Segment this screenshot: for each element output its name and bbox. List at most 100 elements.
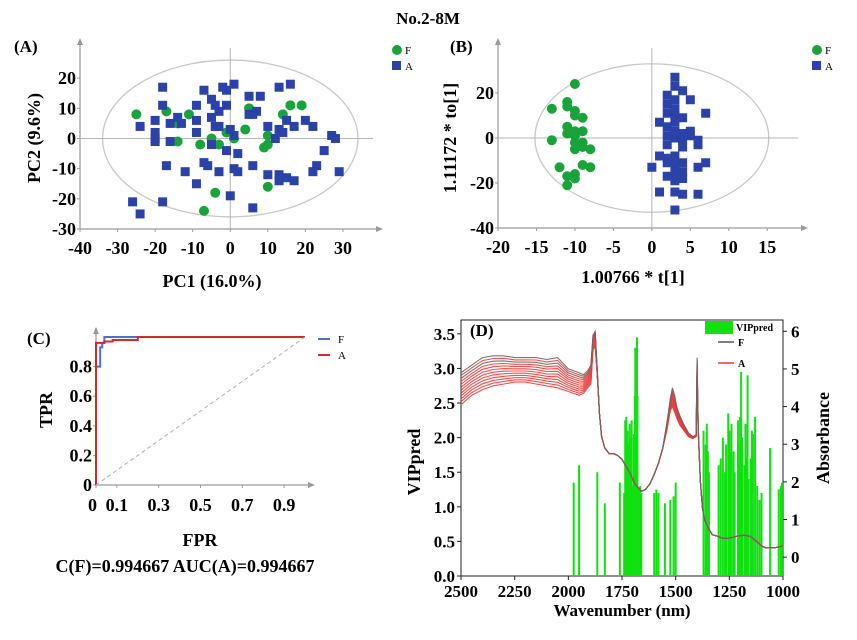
data-point-f [546,103,557,114]
y-tick-label: 2.0 [434,429,455,448]
data-point-f [131,109,142,120]
data-point-a [150,127,160,137]
vip-bar [657,492,660,576]
data-point-a [203,161,213,171]
data-point-a [222,85,231,95]
y-tick-label: -20 [52,189,76,209]
data-point-f [569,173,580,184]
data-point-a [191,100,201,110]
vip-bar [739,416,742,576]
spectrum-line-f [460,329,784,549]
x-tick-label: 2000 [551,582,585,601]
panel-a-xlabel: PC1 (16.0%) [163,271,262,292]
y2-tick-label: 5 [791,360,800,379]
legend-f-circle-icon [812,45,822,55]
vip-bar [760,492,763,576]
y-tick-label: 0.5 [434,532,455,551]
panel-d-xlabel: Wavenumber (nm) [553,601,690,620]
x-tick-label: 10 [720,237,738,257]
vip-bar [632,434,635,576]
data-point-a [289,121,299,131]
data-point-f [183,109,194,120]
data-point-a [701,158,711,168]
data-point-a [173,112,183,122]
panel-c-xlabel: FPR [183,530,219,550]
data-point-a [274,82,284,92]
data-point-a [222,100,231,110]
data-point-a [647,162,657,172]
vip-bar [721,437,724,576]
roc-curve-f [95,336,305,485]
data-point-a [670,169,680,179]
panel-c-legend-f: F [338,334,344,346]
vip-bar [706,451,709,576]
data-point-a [270,134,280,143]
x-tick-label: 0 [88,495,97,515]
vip-bar [572,482,575,576]
data-point-a [678,113,688,123]
panel-b-label: (B) [450,37,473,56]
vip-bar [725,444,728,576]
vip-bar [732,451,735,576]
x-tick-label: -30 [106,238,130,258]
data-point-f [172,136,183,147]
data-point-a [312,161,322,171]
panel-a-pca-scores: (A) PC1 (16.0%) PC2 (9.6%) F A -40 -30 -20… [14,37,413,292]
vip-bar [674,482,677,576]
data-point-a [289,176,299,186]
y2-tick-label: 2 [791,473,800,492]
data-point-f [262,139,273,150]
vip-bar [780,482,783,576]
data-point-f [569,144,580,155]
vip-bar [746,375,749,576]
y-tick-label: 0 [83,475,92,495]
data-point-a [274,170,284,180]
y-tick-label: 0 [485,128,494,148]
y-tick-label: 0.2 [70,445,93,465]
data-point-a [655,187,665,197]
data-point-f [240,124,251,135]
data-point-f [577,112,588,123]
data-point-a [225,191,235,201]
y-tick-label: 2.5 [434,394,455,413]
data-point-a [176,118,186,128]
x-tick-label: 0.7 [231,495,254,515]
data-point-a [274,176,284,186]
data-point-a [678,158,688,168]
legend-f-circle-icon [392,45,402,55]
data-point-a [662,99,672,109]
vip-bar [747,479,750,576]
x-tick-label: 30 [334,238,352,258]
data-point-a [678,189,688,199]
vip-bar [743,465,746,576]
data-point-f [562,128,573,139]
data-point-a [282,115,292,125]
y-tick-label: 0.6 [70,386,93,406]
data-point-f [213,139,224,150]
vip-bar [630,420,633,576]
y2-tick-label: 3 [791,435,800,454]
data-point-a [670,111,680,120]
x-tick-label: 0 [226,238,235,258]
data-point-a [158,197,168,207]
x-tick-label: 0 [647,237,656,257]
data-point-a [150,115,160,125]
data-point-a [135,209,145,219]
figure-title: No.2-8M [396,9,460,28]
panel-c-auc-caption: C(F)=0.994667 AUC(A)=0.994667 [56,556,315,577]
data-point-a [678,142,688,152]
y-tick-label: 20 [58,68,76,88]
data-point-a [135,121,145,131]
data-point-a [693,162,703,172]
panel-b-opls-scores: (B) 1.00766 * t[1] 1.11172 * to[1] F A -… [440,37,833,287]
data-point-a [206,94,216,104]
panel-c-legend-a: A [338,350,346,362]
vip-bar [754,416,757,576]
data-point-a [165,118,175,128]
vip-bar [719,458,722,576]
data-point-a [670,176,680,186]
vip-bar [728,430,731,576]
data-point-a [662,122,672,132]
data-point-f [562,180,573,191]
